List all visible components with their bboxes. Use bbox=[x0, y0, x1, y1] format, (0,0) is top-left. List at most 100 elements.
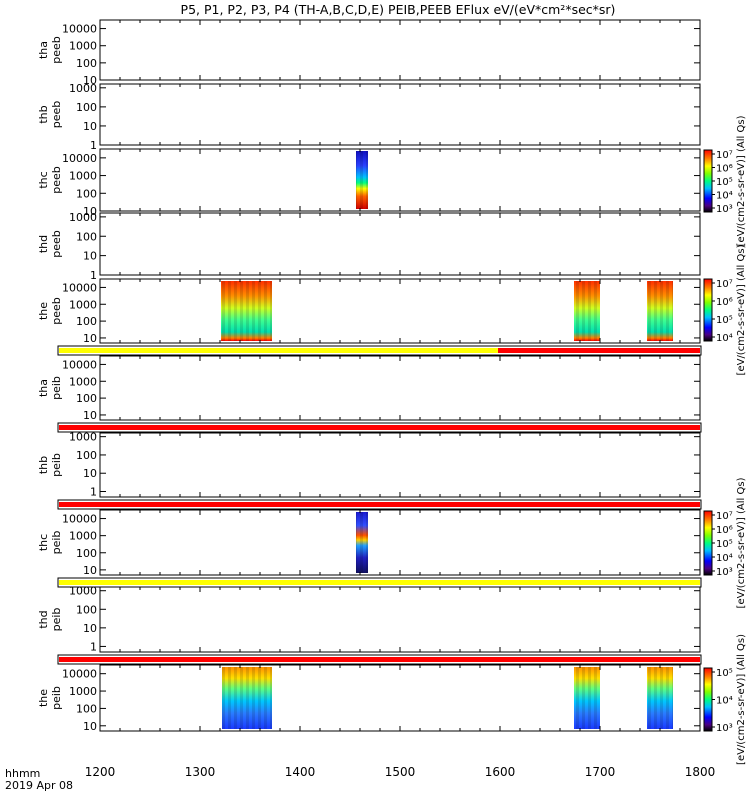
colorbar-tick-label: 10⁷ bbox=[716, 150, 733, 161]
colorbar-thc-peeb bbox=[703, 149, 713, 213]
y-tick-label: 100 bbox=[76, 392, 97, 405]
y-label-probe-thb-peib: thb bbox=[37, 456, 50, 474]
y-tick-label: 100 bbox=[76, 57, 97, 70]
y-label-probe-tha-peib: tha bbox=[37, 379, 50, 397]
mode-bar-segment-thb-peib-0 bbox=[59, 502, 700, 507]
y-tick-label: 1000 bbox=[69, 585, 97, 598]
colorbar-tick-label: 10⁴ bbox=[716, 553, 733, 564]
colorbar-tick-label: 10⁷ bbox=[716, 279, 733, 290]
y-label-product-tha-peeb: peeb bbox=[50, 36, 63, 64]
plot-frame-thd-peib bbox=[99, 586, 701, 653]
y-tick-label: 1000 bbox=[69, 298, 97, 311]
y-label-probe-thd-peeb: thd bbox=[37, 235, 50, 253]
y-tick-label: 10 bbox=[83, 250, 97, 263]
y-tick-label: 10000 bbox=[62, 513, 97, 526]
plot-frame-the-peeb bbox=[99, 278, 701, 344]
colorbar-label-thc-peib: [eV/(cm2-s-sr-eV)] (All Qs) bbox=[736, 477, 747, 608]
panel-tha-peeb: 10 100 1000 10000 tha peeb bbox=[37, 19, 701, 87]
mode-bar-segment-thd-peib-0 bbox=[59, 657, 700, 662]
y-tick-label: 10 bbox=[83, 564, 97, 577]
y-label-product-thc-peib: peib bbox=[50, 531, 63, 555]
mode-bar-segment-the-peeb-1 bbox=[498, 348, 700, 353]
y-tick-label: 10 bbox=[83, 467, 97, 480]
colorbar-tick-label: 10⁴ bbox=[716, 191, 733, 202]
y-label-probe-the-peeb: the bbox=[37, 302, 50, 320]
y-tick-label: 1000 bbox=[69, 40, 97, 53]
colorbar-label-thc-peeb: [eV/(cm2-s-sr-eV)] (All Qs) bbox=[736, 115, 747, 246]
x-tick-label-1700: 1700 bbox=[585, 765, 616, 779]
colorbar-tick-label: 10³ bbox=[716, 723, 733, 734]
y-tick-label: 100 bbox=[76, 230, 97, 243]
y-tick-label: 10 bbox=[83, 622, 97, 635]
y-tick-label: 10000 bbox=[62, 668, 97, 681]
data-texture-the-peeb-1 bbox=[574, 281, 600, 341]
x-tick-label-1400: 1400 bbox=[285, 765, 316, 779]
y-tick-label: 1 bbox=[90, 640, 97, 653]
plot-frame-thc-peib bbox=[99, 509, 701, 576]
colorbar-tick-label: 10³ bbox=[716, 567, 733, 578]
y-label-product-tha-peib: peib bbox=[50, 376, 63, 400]
colorbar-tick-label: 10⁵ bbox=[716, 539, 733, 550]
data-texture-thc-peib-0 bbox=[356, 512, 368, 573]
y-tick-label: 1000 bbox=[69, 530, 97, 543]
x-tick-label-1300: 1300 bbox=[185, 765, 216, 779]
y-tick-label: 1 bbox=[90, 139, 97, 152]
data-texture-the-peeb-0 bbox=[221, 281, 272, 341]
y-label-product-thb-peeb: peeb bbox=[50, 101, 63, 129]
plot-frame-thd-peeb bbox=[99, 212, 701, 276]
y-label-probe-tha-peeb: tha bbox=[37, 41, 50, 59]
y-tick-label: 10 bbox=[83, 720, 97, 733]
y-tick-label: 1000 bbox=[69, 82, 97, 95]
data-texture-thc-peeb-0 bbox=[356, 151, 368, 209]
colorbar-label-the-peib: [eV/(cm2-s-sr-eV)] (All Qs) bbox=[736, 634, 747, 765]
y-tick-label: 100 bbox=[76, 315, 97, 328]
x-axis-date-label: 2019 Apr 08 bbox=[5, 779, 73, 792]
y-label-product-the-peib: peib bbox=[50, 686, 63, 710]
y-tick-label: 10 bbox=[83, 409, 97, 422]
data-texture-the-peib-2 bbox=[647, 667, 673, 729]
y-label-product-thd-peeb: peeb bbox=[50, 230, 63, 258]
y-label-probe-thb-peeb: thb bbox=[37, 105, 50, 123]
y-label-probe-thc-peeb: thc bbox=[37, 171, 50, 188]
y-label-probe-the-peib: the bbox=[37, 689, 50, 707]
plot-frame-the-peib bbox=[99, 664, 701, 732]
panel-the-peib: 10 100 1000 10000 the peib 10³ 10⁴ 10⁵ [eV/(cm2-s… bbox=[37, 634, 747, 765]
panel-thb-peib: 1 10 100 1000 thb peib bbox=[37, 431, 702, 510]
colorbar-tick-label: 10⁷ bbox=[716, 511, 733, 522]
colorbar-tick-label: 10⁵ bbox=[716, 315, 733, 326]
x-tick-label-1800: 1800 bbox=[685, 765, 716, 779]
colorbar-tick-label: 10⁴ bbox=[716, 333, 733, 344]
panel-thd-peeb: 1 10 100 1000 thd peeb bbox=[37, 211, 701, 282]
y-tick-label: 100 bbox=[76, 603, 97, 616]
y-tick-label: 100 bbox=[76, 547, 97, 560]
panel-thb-peeb: 1 10 100 1000 thb peeb bbox=[37, 82, 701, 152]
y-tick-label: 100 bbox=[76, 187, 97, 200]
y-tick-label: 1000 bbox=[69, 170, 97, 183]
x-tick-label-1500: 1500 bbox=[385, 765, 416, 779]
y-tick-label: 1 bbox=[90, 486, 97, 499]
mode-bar-segment-tha-peib-0 bbox=[59, 425, 700, 430]
panel-thc-peeb: 10 100 1000 10000 thc peeb 10³ 10⁴ 10⁵ 10⁶ 10⁷ [eV/… bbox=[37, 115, 747, 246]
y-tick-label: 1000 bbox=[69, 375, 97, 388]
y-tick-label: 10 bbox=[83, 120, 97, 133]
mode-bar-segment-thc-peib-0 bbox=[59, 580, 700, 585]
colorbar-tick-label: 10⁶ bbox=[716, 525, 733, 536]
y-tick-label: 10000 bbox=[62, 23, 97, 36]
y-label-product-thb-peib: peib bbox=[50, 453, 63, 477]
colorbar-tick-label: 10⁴ bbox=[716, 696, 733, 707]
colorbar-thc-peib bbox=[703, 510, 713, 576]
y-tick-label: 100 bbox=[76, 702, 97, 715]
data-texture-the-peeb-2 bbox=[647, 281, 673, 341]
plot-frame-tha-peib bbox=[99, 355, 701, 421]
colorbar-tick-label: 10⁵ bbox=[716, 177, 733, 188]
colorbar-tick-label: 10⁵ bbox=[716, 668, 733, 679]
y-tick-label: 1 bbox=[90, 269, 97, 282]
y-tick-label: 1000 bbox=[69, 431, 97, 444]
x-tick-label-1200: 1200 bbox=[85, 765, 116, 779]
data-texture-the-peib-1 bbox=[574, 667, 600, 729]
colorbar-label-the-peeb: [eV/(cm2-s-sr-eV)] (All Qs) bbox=[736, 244, 747, 375]
y-label-product-the-peeb: peeb bbox=[50, 297, 63, 325]
y-tick-label: 10000 bbox=[62, 152, 97, 165]
panel-thc-peib: 10 100 1000 10000 thc peib 10³ 10⁴ 10⁵ 10⁶ 10⁷ [eV/… bbox=[37, 477, 747, 608]
